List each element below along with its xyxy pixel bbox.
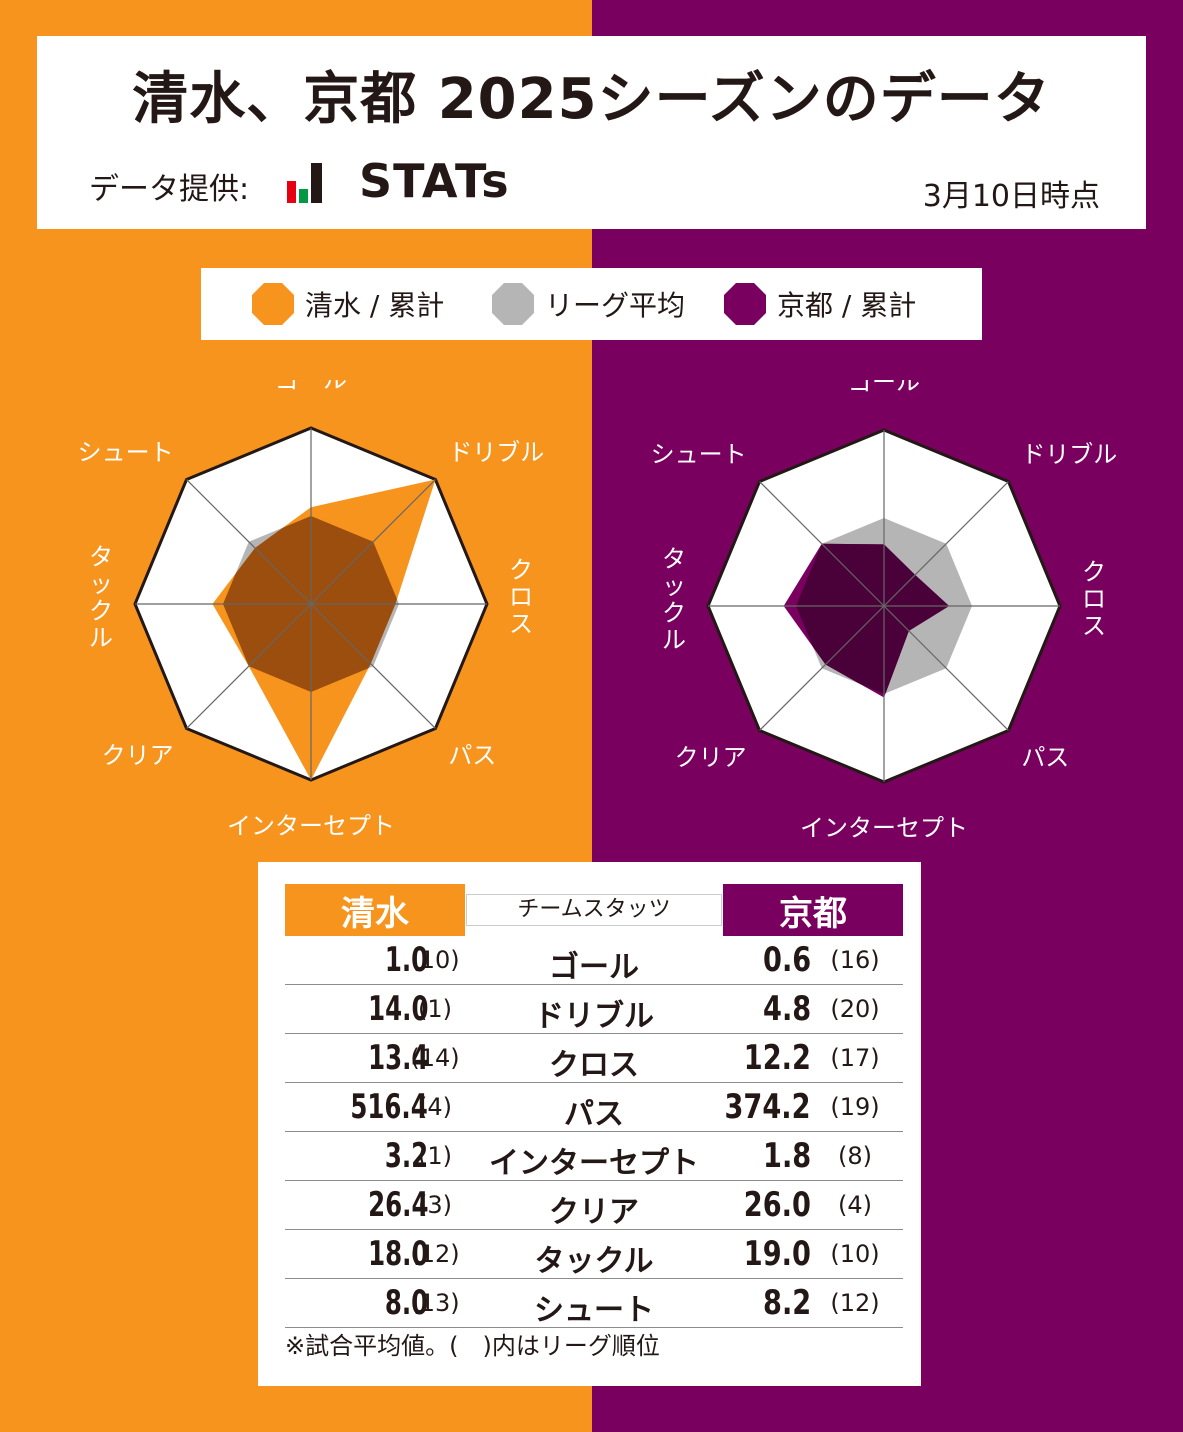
shimizu-axis-label-4: インターセプト: [227, 812, 395, 840]
left-value: 1.0: [384, 940, 428, 980]
left-rank: (12): [410, 1240, 460, 1268]
kyoto-spoke: [883, 481, 1009, 607]
as-of-date: 3月10日時点: [922, 179, 1100, 214]
kyoto-axis-label-7: シュート: [651, 441, 747, 469]
right-value: 4.8: [762, 989, 811, 1029]
right-rank: (10): [830, 1240, 880, 1268]
shimizu-spoke: [310, 479, 436, 605]
category-label: クリア: [549, 1195, 639, 1230]
chart-legend: 清水 / 累計 リーグ平均 京都 / 累計: [201, 268, 982, 340]
shimizu-spoke: [186, 603, 312, 729]
provider-label: データ提供:: [89, 172, 250, 207]
table-header-kyoto: 京都: [723, 884, 903, 936]
left-rank: (3): [418, 1191, 452, 1219]
legend-item-kyoto: 京都 / 累計: [723, 282, 916, 326]
table-row: 13.4 (14) クロス 12.2 (17): [285, 1034, 903, 1083]
shimizu-axis-label-5: クリア: [102, 741, 174, 769]
left-value: 3.2: [384, 1136, 428, 1176]
table-header-shimizu: 清水: [285, 884, 465, 936]
shimizu-axis-label-0: ゴール: [275, 380, 347, 394]
category-label: シュート: [534, 1293, 654, 1328]
provider-name: STATs: [359, 154, 510, 208]
left-rank: (10): [410, 946, 460, 974]
left-value: 18.0: [367, 1234, 428, 1274]
left-value: 8.0: [384, 1283, 428, 1323]
right-value: 374.2: [724, 1087, 811, 1127]
right-rank: (17): [830, 1044, 880, 1072]
left-value: 26.4: [367, 1185, 428, 1225]
right-rank: (20): [830, 995, 880, 1023]
kyoto-axis-label-0: ゴール: [848, 380, 920, 396]
shimizu-axis-label-7: シュート: [78, 439, 174, 467]
table-note: ※試合平均値。( )内はリーグ順位: [285, 1332, 660, 1360]
left-rank: (13): [410, 1289, 460, 1317]
legend-label-kyoto: 京都 / 累計: [777, 289, 917, 322]
table-row: 3.2 (1) インターセプト 1.8 (8): [285, 1132, 903, 1181]
stats-table: 清水 チームスタッツ 京都 1.0 (10) ゴール 0.6 (16) 14.0 (1) ドリ…: [258, 862, 921, 1386]
legend-item-league: リーグ平均: [491, 282, 685, 326]
shimizu-spoke: [186, 479, 312, 605]
table-row: 516.4 (4) パス 374.2 (19): [285, 1083, 903, 1132]
right-rank: (8): [838, 1142, 872, 1170]
table-row: 26.4 (3) クリア 26.0 (4): [285, 1181, 903, 1230]
kyoto-axis-label-1: ドリブル: [1021, 441, 1117, 469]
kyoto-axis-label-3: パス: [1021, 743, 1069, 771]
table-row: 14.0 (1) ドリブル 4.8 (20): [285, 985, 903, 1034]
left-rank: (1): [418, 1142, 452, 1170]
left-value: 516.4: [350, 1087, 428, 1127]
table-header: 清水 チームスタッツ 京都: [285, 884, 903, 936]
category-label: タックル: [534, 1244, 654, 1279]
kyoto-spoke: [759, 481, 885, 607]
category-label: ゴール: [549, 950, 639, 985]
kyoto-spoke: [759, 605, 885, 731]
right-value: 1.8: [762, 1136, 811, 1176]
left-value: 13.4: [367, 1038, 428, 1078]
right-rank: (4): [838, 1191, 872, 1219]
category-label: インターセプト: [489, 1146, 699, 1181]
page-title: 清水、京都 2025シーズンのデータ: [132, 67, 1051, 132]
right-rank: (12): [830, 1289, 880, 1317]
legend-label-shimizu: 清水 / 累計: [305, 289, 445, 322]
kyoto-axis-label-2: クロス: [1082, 558, 1106, 640]
right-value: 12.2: [743, 1038, 811, 1078]
shimizu-axis-label-6: タックル: [89, 543, 113, 652]
kyoto-axis-label-5: クリア: [675, 743, 747, 771]
shimizu-spoke: [310, 603, 436, 729]
shimizu-axis-label-3: パス: [448, 741, 496, 769]
category-label: パス: [564, 1097, 624, 1132]
legend-marker-league: [492, 283, 534, 325]
table-row: 8.0 (13) シュート 8.2 (12): [285, 1279, 903, 1328]
left-rank: (1): [418, 995, 452, 1023]
header-panel: 清水、京都 2025シーズンのデータ データ提供: STATs 3月10日時点: [37, 36, 1146, 229]
kyoto-spoke: [883, 605, 1009, 731]
right-value: 0.6: [762, 940, 811, 980]
right-rank: (19): [830, 1093, 880, 1121]
right-value: 26.0: [743, 1185, 811, 1225]
kyoto-axis-label-6: タックル: [662, 545, 686, 654]
shimizu-axis-label-1: ドリブル: [448, 439, 544, 467]
table-row: 18.0 (12) タックル 19.0 (10): [285, 1230, 903, 1279]
right-value: 8.2: [762, 1283, 811, 1323]
legend-marker-shimizu: [252, 283, 294, 325]
stats-logo-icon: [287, 161, 325, 203]
left-rank: (14): [410, 1044, 460, 1072]
category-label: クロス: [549, 1048, 639, 1083]
left-value: 14.0: [367, 989, 428, 1029]
legend-label-league: リーグ平均: [545, 289, 686, 322]
table-header-stats: チームスタッツ: [466, 894, 722, 926]
legend-item-shimizu: 清水 / 累計: [251, 282, 444, 326]
table-row: 1.0 (10) ゴール 0.6 (16): [285, 936, 903, 985]
left-rank: (4): [418, 1093, 452, 1121]
category-label: ドリブル: [534, 999, 654, 1034]
shimizu-axis-label-2: クロス: [509, 556, 533, 638]
legend-marker-kyoto: [724, 283, 766, 325]
kyoto-axis-label-4: インターセプト: [800, 814, 968, 840]
right-rank: (16): [830, 946, 880, 974]
right-value: 19.0: [743, 1234, 811, 1274]
